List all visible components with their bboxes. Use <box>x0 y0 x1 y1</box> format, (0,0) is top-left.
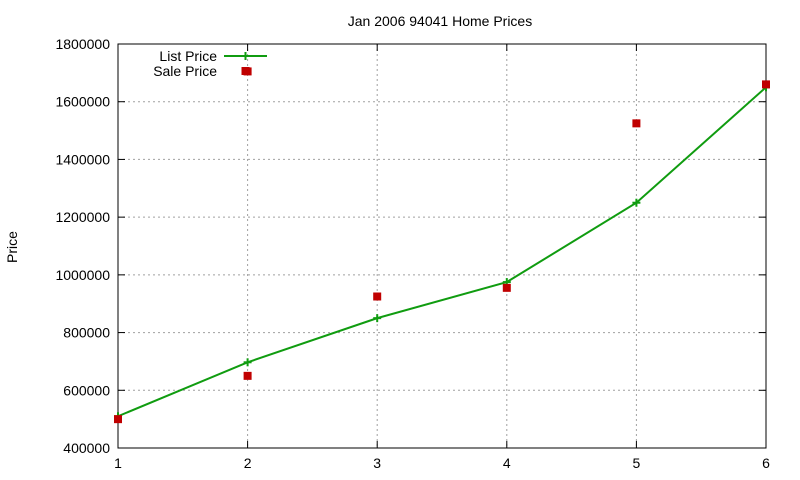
y-tick-label: 800000 <box>63 325 110 341</box>
y-tick-label: 1800000 <box>55 36 110 52</box>
list-price-line <box>117 86 767 418</box>
y-axis-label: Price <box>4 231 20 263</box>
list-price-point <box>632 198 641 207</box>
legend-label-sale-price: Sale Price <box>153 63 217 79</box>
list-price-point <box>243 358 252 367</box>
y-tick-label: 1600000 <box>55 94 110 110</box>
y-tick-label: 1000000 <box>55 267 110 283</box>
x-tick-label: 4 <box>503 455 511 471</box>
y-tick-label: 400000 <box>63 440 110 456</box>
sale-price-point <box>762 80 770 89</box>
chart-title: Jan 2006 94041 Home Prices <box>348 13 532 29</box>
grid <box>118 44 766 448</box>
sale-price-point <box>632 119 641 128</box>
sale-price-point <box>502 283 511 292</box>
sale-price-point <box>243 371 252 380</box>
axis-ticks: 400000 600000 800000 1000000 1200000 1400000 1… <box>55 36 770 471</box>
legend-marker-list-price <box>241 52 250 60</box>
x-tick-label: 6 <box>762 455 770 471</box>
legend-marker-sale-price <box>241 67 250 75</box>
y-tick-label: 1400000 <box>55 151 110 167</box>
list-price-point <box>373 314 382 323</box>
series-layer <box>114 67 770 424</box>
sale-price-point <box>114 415 122 424</box>
x-tick-label: 5 <box>633 455 641 471</box>
legend-label-list-price: List Price <box>159 48 217 64</box>
x-tick-label: 2 <box>244 455 252 471</box>
y-tick-label: 1200000 <box>55 209 110 225</box>
y-tick-label: 600000 <box>63 382 110 398</box>
x-tick-label: 3 <box>373 455 381 471</box>
x-tick-label: 1 <box>114 455 122 471</box>
sale-price-point <box>373 292 382 301</box>
plot-frame <box>117 43 767 449</box>
